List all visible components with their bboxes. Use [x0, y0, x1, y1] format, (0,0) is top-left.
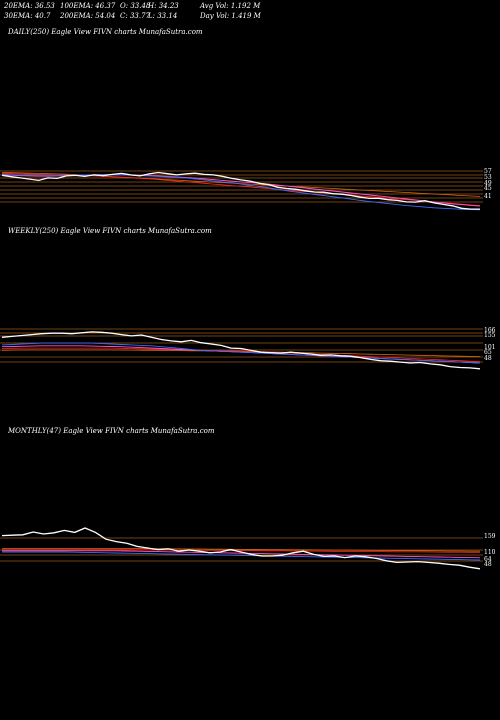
weekly-axis-label: 65	[484, 349, 492, 356]
monthly-price-line	[1, 527, 481, 570]
monthly-axis-label: 48	[484, 561, 492, 568]
weekly-price-line	[1, 331, 481, 370]
monthly-ema-blue-line	[2, 551, 481, 561]
high-stat: H: 34.23	[148, 2, 179, 10]
ema30-stat: 30EMA: 40.7	[4, 12, 51, 20]
weekly-axis-label: 166	[484, 327, 496, 334]
weekly-panel-title: WEEKLY(250) Eagle View FIVN charts Munaf…	[8, 227, 212, 235]
open-stat: O: 33.48	[120, 2, 151, 10]
monthly-ema-red-line	[2, 549, 481, 553]
ema200-stat: 200EMA: 54.04	[60, 12, 116, 20]
daily-axis-label: 53	[484, 174, 492, 181]
close-stat: C: 33.77	[120, 12, 150, 20]
weekly-axis-label: 101	[484, 344, 495, 351]
daily-axis-label: 41	[484, 193, 492, 200]
weekly-ema-blue-line	[1, 342, 481, 364]
avg-vol-stat: Avg Vol: 1.192 M	[200, 2, 261, 10]
monthly-panel-title: MONTHLY(47) Eagle View FIVN charts Munaf…	[8, 427, 215, 435]
weekly-ema-orange-line	[1, 349, 481, 358]
monthly-axis-label: 159	[484, 533, 496, 540]
daily-ema-blue-line	[1, 173, 481, 211]
monthly-axis-label: 64	[484, 556, 492, 563]
daily-axis-label: 45	[484, 185, 492, 192]
ema100-stat: 100EMA: 46.37	[60, 2, 116, 10]
daily-panel-title: DAILY(250) Eagle View FIVN charts Munafa…	[8, 28, 203, 36]
monthly-ema-pink-line	[2, 550, 481, 559]
day-vol-stat: Day Vol: 1.419 M	[200, 12, 261, 20]
daily-axis-label: 57	[484, 168, 492, 175]
weekly-axis-label: 155	[484, 332, 496, 339]
weekly-axis-label: 48	[484, 355, 492, 362]
daily-price-line	[1, 171, 480, 210]
low-stat: L: 33.14	[148, 12, 178, 20]
monthly-ema-orange-line	[2, 548, 481, 552]
daily-axis-label: 49	[484, 180, 492, 187]
monthly-axis-label: 110	[484, 549, 496, 556]
weekly-ema-red-line	[1, 347, 481, 362]
ema20-stat: 20EMA: 36.53	[4, 2, 55, 10]
